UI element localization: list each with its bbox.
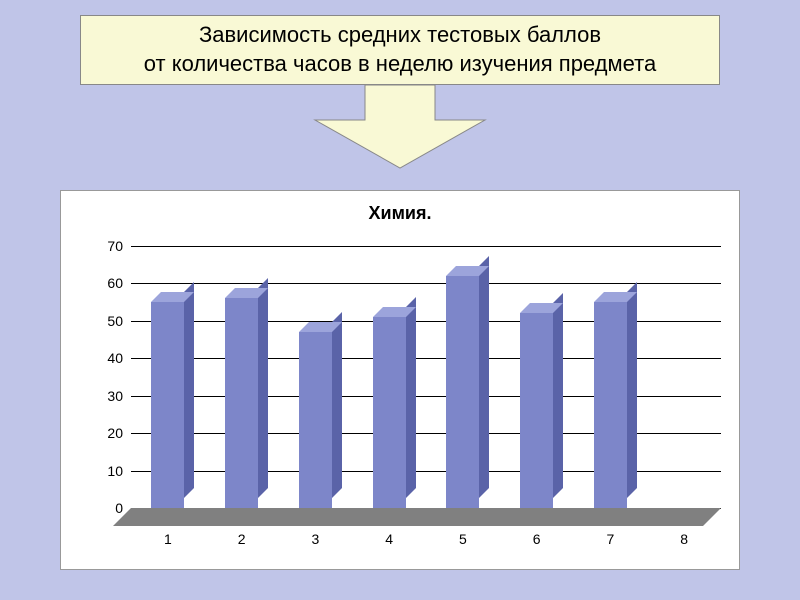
title-line1: Зависимость средних тестовых баллов (199, 22, 601, 47)
bar-side (184, 282, 194, 498)
y-tick-label: 70 (107, 238, 123, 254)
bar-front (373, 317, 406, 508)
bar (151, 302, 184, 508)
bar-front (151, 302, 184, 508)
bar (520, 313, 553, 508)
bar-front (446, 276, 479, 508)
y-tick-label: 20 (107, 425, 123, 441)
down-arrow-callout (310, 85, 490, 170)
chart-panel: Химия. 010203040506070 12345678 (60, 190, 740, 570)
bar (594, 302, 627, 508)
title-line2: от количества часов в неделю изучения пр… (144, 51, 656, 76)
bar (225, 298, 258, 508)
bar-side (627, 282, 637, 498)
bar-side (553, 293, 563, 498)
bars-group (131, 246, 721, 526)
bar-side (406, 297, 416, 498)
bar-side (258, 278, 268, 498)
bar-front (594, 302, 627, 508)
bar-front (520, 313, 553, 508)
bar (373, 317, 406, 508)
y-tick-label: 50 (107, 313, 123, 329)
x-tick-label: 8 (680, 531, 688, 547)
bar-front (299, 332, 332, 508)
bar-side (332, 312, 342, 498)
chart-title: Химия. (61, 191, 739, 224)
x-tick-label: 3 (311, 531, 319, 547)
bar (299, 332, 332, 508)
x-tick-label: 7 (606, 531, 614, 547)
x-tick-label: 5 (459, 531, 467, 547)
arrow-shape (315, 85, 485, 168)
x-tick-label: 1 (164, 531, 172, 547)
slide-title-box: Зависимость средних тестовых баллов от к… (80, 15, 720, 85)
bar-side (479, 256, 489, 498)
y-tick-label: 60 (107, 275, 123, 291)
x-tick-label: 4 (385, 531, 393, 547)
plot-area: 010203040506070 (131, 246, 721, 526)
bar (446, 276, 479, 508)
x-tick-label: 2 (238, 531, 246, 547)
y-tick-label: 40 (107, 350, 123, 366)
x-tick-label: 6 (533, 531, 541, 547)
y-tick-label: 10 (107, 463, 123, 479)
y-tick-label: 30 (107, 388, 123, 404)
bar-front (225, 298, 258, 508)
arrow-down-icon (310, 85, 490, 170)
x-axis-labels: 1 2 3 4 5 6 7 8 (131, 531, 721, 551)
slide-title-text: Зависимость средних тестовых баллов от к… (144, 21, 656, 78)
y-tick-label: 0 (115, 500, 123, 516)
